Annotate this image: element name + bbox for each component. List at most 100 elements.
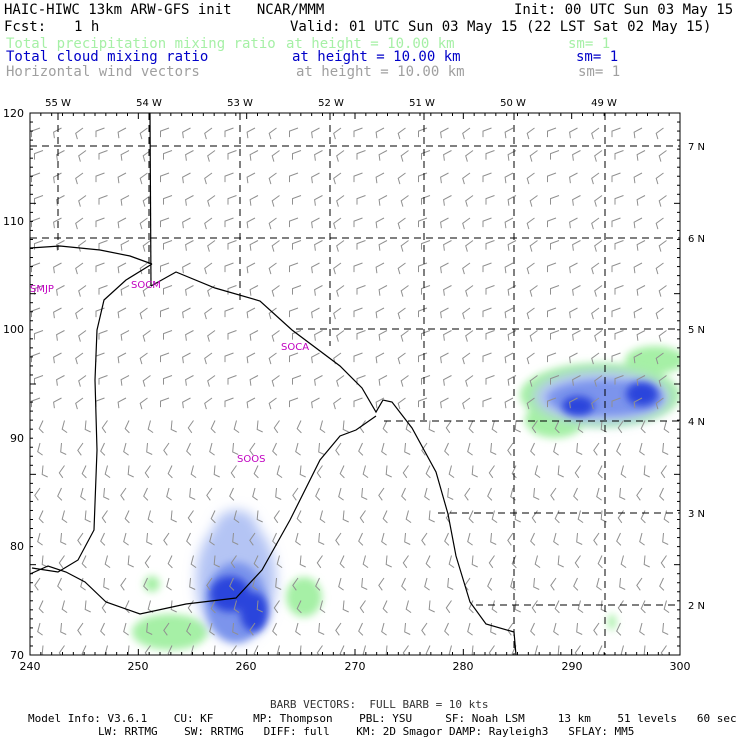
wind-barb (533, 577, 540, 590)
wind-barb (511, 465, 517, 479)
wind-barb (636, 285, 646, 296)
wind-barb (272, 442, 278, 456)
wind-barb (569, 217, 578, 229)
wind-barb (356, 150, 366, 160)
wind-barb (418, 352, 428, 363)
wind-barb (100, 622, 106, 636)
wind-barb (440, 172, 449, 184)
wind-barb (38, 600, 44, 614)
wind-barb (534, 465, 541, 479)
wind-barb (120, 487, 127, 501)
wind-barb (246, 127, 256, 139)
wind-barb (655, 262, 664, 275)
wind-barb (163, 150, 173, 160)
wind-barb (378, 285, 388, 296)
wind-barb (127, 465, 134, 478)
wind-barb (163, 442, 170, 456)
wind-barb (207, 195, 216, 207)
wind-barb (104, 555, 111, 569)
lat-label: 3 N (688, 509, 705, 520)
wind-barb (95, 397, 105, 408)
wind-barb (233, 600, 240, 614)
wind-barb (95, 127, 105, 138)
wind-barb (356, 240, 366, 250)
wind-barb (382, 420, 388, 434)
wind-barb (272, 532, 278, 546)
wind-barb (550, 577, 557, 591)
wind-barb (594, 330, 603, 342)
wind-barb (275, 577, 282, 590)
wind-barb (139, 127, 148, 140)
wind-barb (569, 262, 578, 274)
wind-barb (418, 262, 428, 273)
wind-barb (514, 510, 521, 523)
wind-barb (402, 465, 409, 479)
wind-barb (78, 285, 87, 297)
field-precip-height: at height = 10.00 km (286, 36, 455, 52)
wind-barb (440, 217, 449, 229)
wind-barb (81, 645, 87, 655)
wind-barb (490, 532, 497, 545)
wind-barb (418, 172, 428, 183)
wind-barb (252, 577, 258, 591)
wind-barb (596, 577, 602, 591)
lon-label: 50 W (500, 98, 526, 109)
wind-barb (662, 442, 669, 455)
wind-barb (375, 262, 385, 274)
wind-barb (554, 420, 560, 434)
wind-barb (204, 217, 213, 230)
wind-barb (405, 510, 412, 524)
wind-barb (482, 217, 492, 228)
wind-barb (547, 307, 557, 318)
wind-barb (594, 195, 603, 207)
wind-barb (166, 487, 172, 501)
wind-barb (576, 532, 583, 545)
wind-barb (465, 375, 474, 387)
wind-barb (103, 487, 110, 500)
wind-barb (421, 532, 428, 546)
wind-barb (210, 600, 216, 614)
wind-barb (190, 645, 194, 655)
wind-barb (531, 510, 538, 524)
wind-barb (397, 172, 406, 185)
wind-barb (338, 577, 344, 591)
wind-barb (425, 555, 431, 569)
wind-barb (662, 532, 669, 545)
wind-barb (60, 622, 67, 635)
wind-barb (397, 127, 406, 140)
wind-barb (142, 375, 151, 387)
wind-barb (187, 510, 194, 524)
wind-barb (160, 262, 170, 273)
wind-barb (246, 172, 256, 184)
wind-barb (170, 420, 177, 433)
wind-barb (485, 285, 495, 295)
wind-barb (445, 600, 452, 614)
wind-barb (292, 240, 302, 250)
wind-barb (553, 442, 559, 456)
left-y-labels: 120 110 100 90 80 70 (3, 107, 24, 662)
wind-barb (98, 375, 108, 385)
wind-barb (400, 195, 409, 207)
wind-barb (34, 330, 44, 340)
wind-barb (547, 217, 557, 228)
wind-barb (504, 352, 514, 364)
wind-barb (246, 307, 256, 319)
wind-barb (34, 195, 44, 205)
model-info-line1: Model Info: V3.6.1 CU: KF MP: Thompson P… (28, 712, 737, 725)
wind-barb (640, 420, 646, 434)
wind-barb (526, 397, 535, 410)
wind-barb (185, 375, 194, 386)
wind-barb (163, 532, 170, 546)
wind-barb (424, 577, 430, 591)
wind-barb (526, 352, 535, 365)
wind-barb (147, 420, 154, 434)
wind-barb (531, 600, 538, 614)
wind-barb (418, 397, 428, 408)
wind-barb (362, 465, 369, 479)
wind-barb (401, 487, 407, 501)
wind-barb (400, 330, 409, 342)
wind-barb (600, 510, 607, 523)
wind-barb (170, 510, 177, 523)
wind-barb (553, 622, 559, 636)
latlon-grid (30, 113, 680, 655)
